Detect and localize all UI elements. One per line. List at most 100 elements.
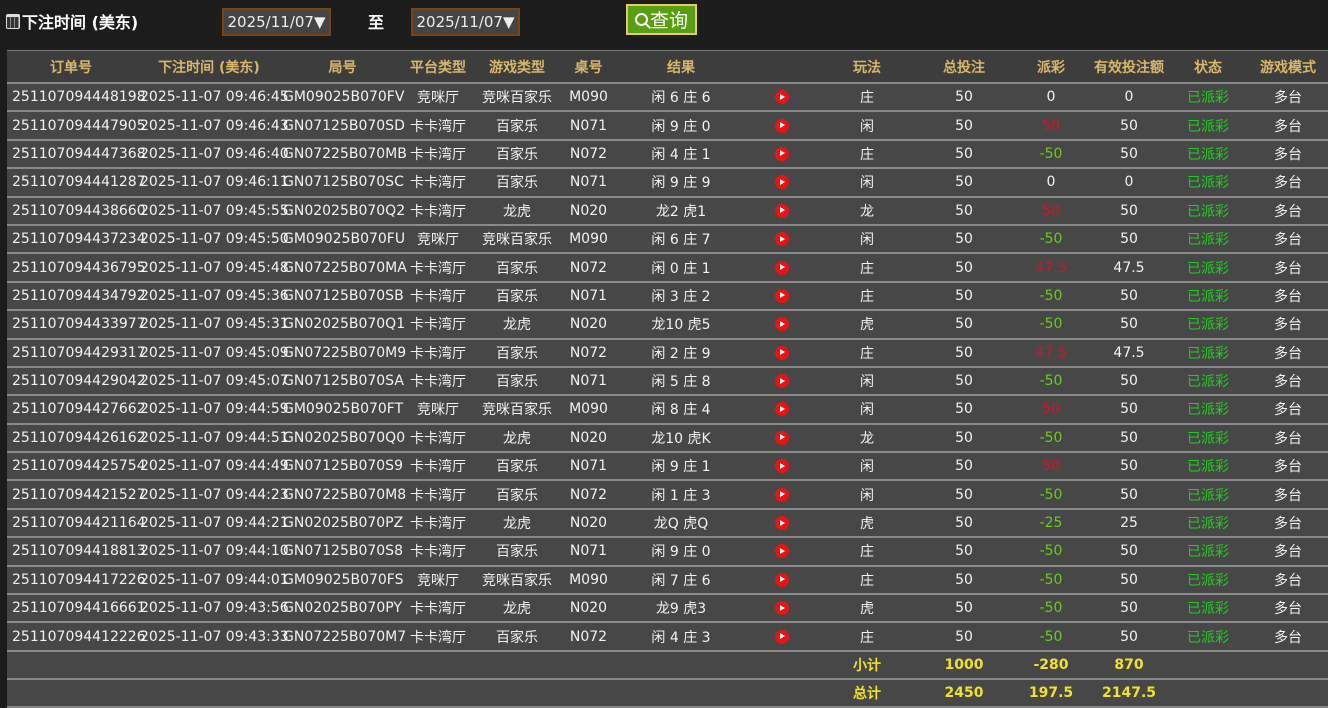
cell-valid-bet: 50	[1090, 366, 1168, 397]
cell-bet-time: 2025-11-07 09:43:56	[135, 594, 289, 624]
cell-payout: 50	[1012, 196, 1090, 226]
cell-game-mode: 多台	[1248, 111, 1328, 141]
cell-replay[interactable]	[745, 452, 818, 482]
play-video-icon[interactable]	[774, 146, 789, 161]
play-video-icon[interactable]	[774, 203, 789, 218]
cell-platform: 卡卡湾厅	[402, 594, 474, 624]
cell-result: 闲 6 庄 7	[617, 224, 745, 255]
cell-total-bet: 50	[916, 168, 1012, 198]
cell-result: 闲 9 庄 0	[617, 111, 745, 141]
cell-replay[interactable]	[745, 366, 818, 397]
cell-replay[interactable]	[745, 111, 818, 141]
cell-replay[interactable]	[745, 196, 818, 226]
cell-game-type: 百家乐	[474, 622, 560, 652]
cell-game-mode: 多台	[1248, 224, 1328, 255]
play-video-icon[interactable]	[774, 487, 789, 502]
cell-bet-type: 庄	[818, 565, 916, 596]
cell-replay[interactable]	[745, 338, 818, 368]
play-video-icon[interactable]	[774, 516, 789, 531]
play-video-icon[interactable]	[774, 402, 789, 417]
play-video-icon[interactable]	[774, 90, 789, 105]
cell-round-no: GN07125B070S9	[283, 452, 403, 482]
query-button[interactable]: 查询	[626, 4, 697, 35]
play-video-icon[interactable]	[774, 317, 789, 332]
play-video-icon[interactable]	[774, 118, 789, 133]
cell-result: 龙Q 虎Q	[617, 508, 745, 539]
cell-game-type: 竞咪百家乐	[474, 395, 560, 425]
cell-platform: 卡卡湾厅	[402, 281, 474, 312]
play-video-icon[interactable]	[774, 459, 789, 474]
cell-bet-type: 庄	[818, 253, 916, 283]
cell-game-type: 百家乐	[474, 366, 560, 397]
cell-replay[interactable]	[745, 253, 818, 283]
cell-game-type: 百家乐	[474, 338, 560, 368]
cell-replay[interactable]	[745, 281, 818, 312]
cell-valid-bet: 50	[1090, 111, 1168, 141]
cell-bet-time: 2025-11-07 09:45:09	[135, 338, 289, 368]
cell-replay[interactable]	[745, 310, 818, 340]
cell-replay[interactable]	[745, 622, 818, 652]
cell-game-mode: 多台	[1248, 281, 1328, 312]
cell-replay[interactable]	[745, 83, 818, 113]
cell-table-no: N020	[560, 508, 617, 539]
header-platform: 平台类型	[402, 50, 474, 84]
cell-order-no: 251107094417226	[7, 565, 146, 596]
cell-round-no: GN07125B070SB	[283, 281, 404, 312]
cell-status: 已派彩	[1168, 366, 1248, 397]
cell-replay[interactable]	[745, 224, 818, 255]
cell-result: 闲 5 庄 8	[617, 366, 745, 397]
cell-game-mode: 多台	[1248, 622, 1328, 652]
cell-status: 已派彩	[1168, 281, 1248, 312]
cell-replay[interactable]	[745, 565, 818, 596]
play-video-icon[interactable]	[774, 544, 789, 559]
cell-game-type: 竞咪百家乐	[474, 83, 560, 113]
cell-valid-bet: 50	[1090, 139, 1168, 170]
cell-replay[interactable]	[745, 508, 818, 539]
play-video-icon[interactable]	[774, 572, 789, 587]
play-video-icon[interactable]	[774, 232, 789, 247]
cell-bet-type: 龙	[818, 423, 916, 454]
play-video-icon[interactable]	[774, 175, 789, 190]
cell-table-no: N071	[560, 111, 617, 141]
cell-total-bet: 50	[916, 224, 1012, 255]
table-row: 251107094438660 2025-11-07 09:45:55 GN0202…	[7, 196, 1328, 226]
play-video-icon[interactable]	[774, 629, 789, 644]
play-video-icon[interactable]	[774, 345, 789, 360]
subtotal-label: 小计	[818, 650, 916, 680]
cell-replay[interactable]	[745, 139, 818, 170]
cell-result: 龙10 虎K	[617, 423, 745, 454]
cell-replay[interactable]	[745, 480, 818, 510]
cell-replay[interactable]	[745, 395, 818, 425]
cell-total-bet: 50	[916, 622, 1012, 652]
cell-status: 已派彩	[1168, 83, 1248, 113]
cell-bet-time: 2025-11-07 09:45:55	[135, 196, 289, 226]
cell-replay[interactable]	[745, 423, 818, 454]
cell-payout: -50	[1012, 423, 1090, 454]
cell-order-no: 251107094429317	[7, 338, 146, 368]
cell-replay[interactable]	[745, 168, 818, 198]
cell-game-type: 百家乐	[474, 281, 560, 312]
cell-status: 已派彩	[1168, 168, 1248, 198]
cell-order-no: 251107094416661	[7, 594, 146, 624]
cell-order-no: 251107094433977	[7, 310, 146, 340]
cell-bet-type: 庄	[818, 338, 916, 368]
cell-replay[interactable]	[745, 594, 818, 624]
cell-valid-bet: 0	[1090, 83, 1168, 113]
play-video-icon[interactable]	[774, 288, 789, 303]
cell-total-bet: 50	[916, 281, 1012, 312]
date-to-select[interactable]: 2025/11/07▼	[411, 8, 520, 36]
cell-replay[interactable]	[745, 537, 818, 567]
cell-order-no: 251107094421527	[7, 480, 146, 510]
cell-order-no: 251107094421164	[7, 508, 146, 539]
table-row: 251107094418813 2025-11-07 09:44:10 GN0712…	[7, 537, 1328, 567]
play-video-icon[interactable]	[774, 430, 789, 445]
cell-order-no: 251107094447368	[7, 139, 146, 170]
cell-game-mode: 多台	[1248, 83, 1328, 113]
cell-platform: 卡卡湾厅	[402, 196, 474, 226]
date-from-select[interactable]: 2025/11/07▼	[222, 8, 331, 36]
cell-result: 龙2 虎1	[617, 196, 745, 226]
cell-payout: -50	[1012, 224, 1090, 255]
play-video-icon[interactable]	[774, 601, 789, 616]
play-video-icon[interactable]	[774, 374, 789, 389]
play-video-icon[interactable]	[774, 260, 789, 275]
